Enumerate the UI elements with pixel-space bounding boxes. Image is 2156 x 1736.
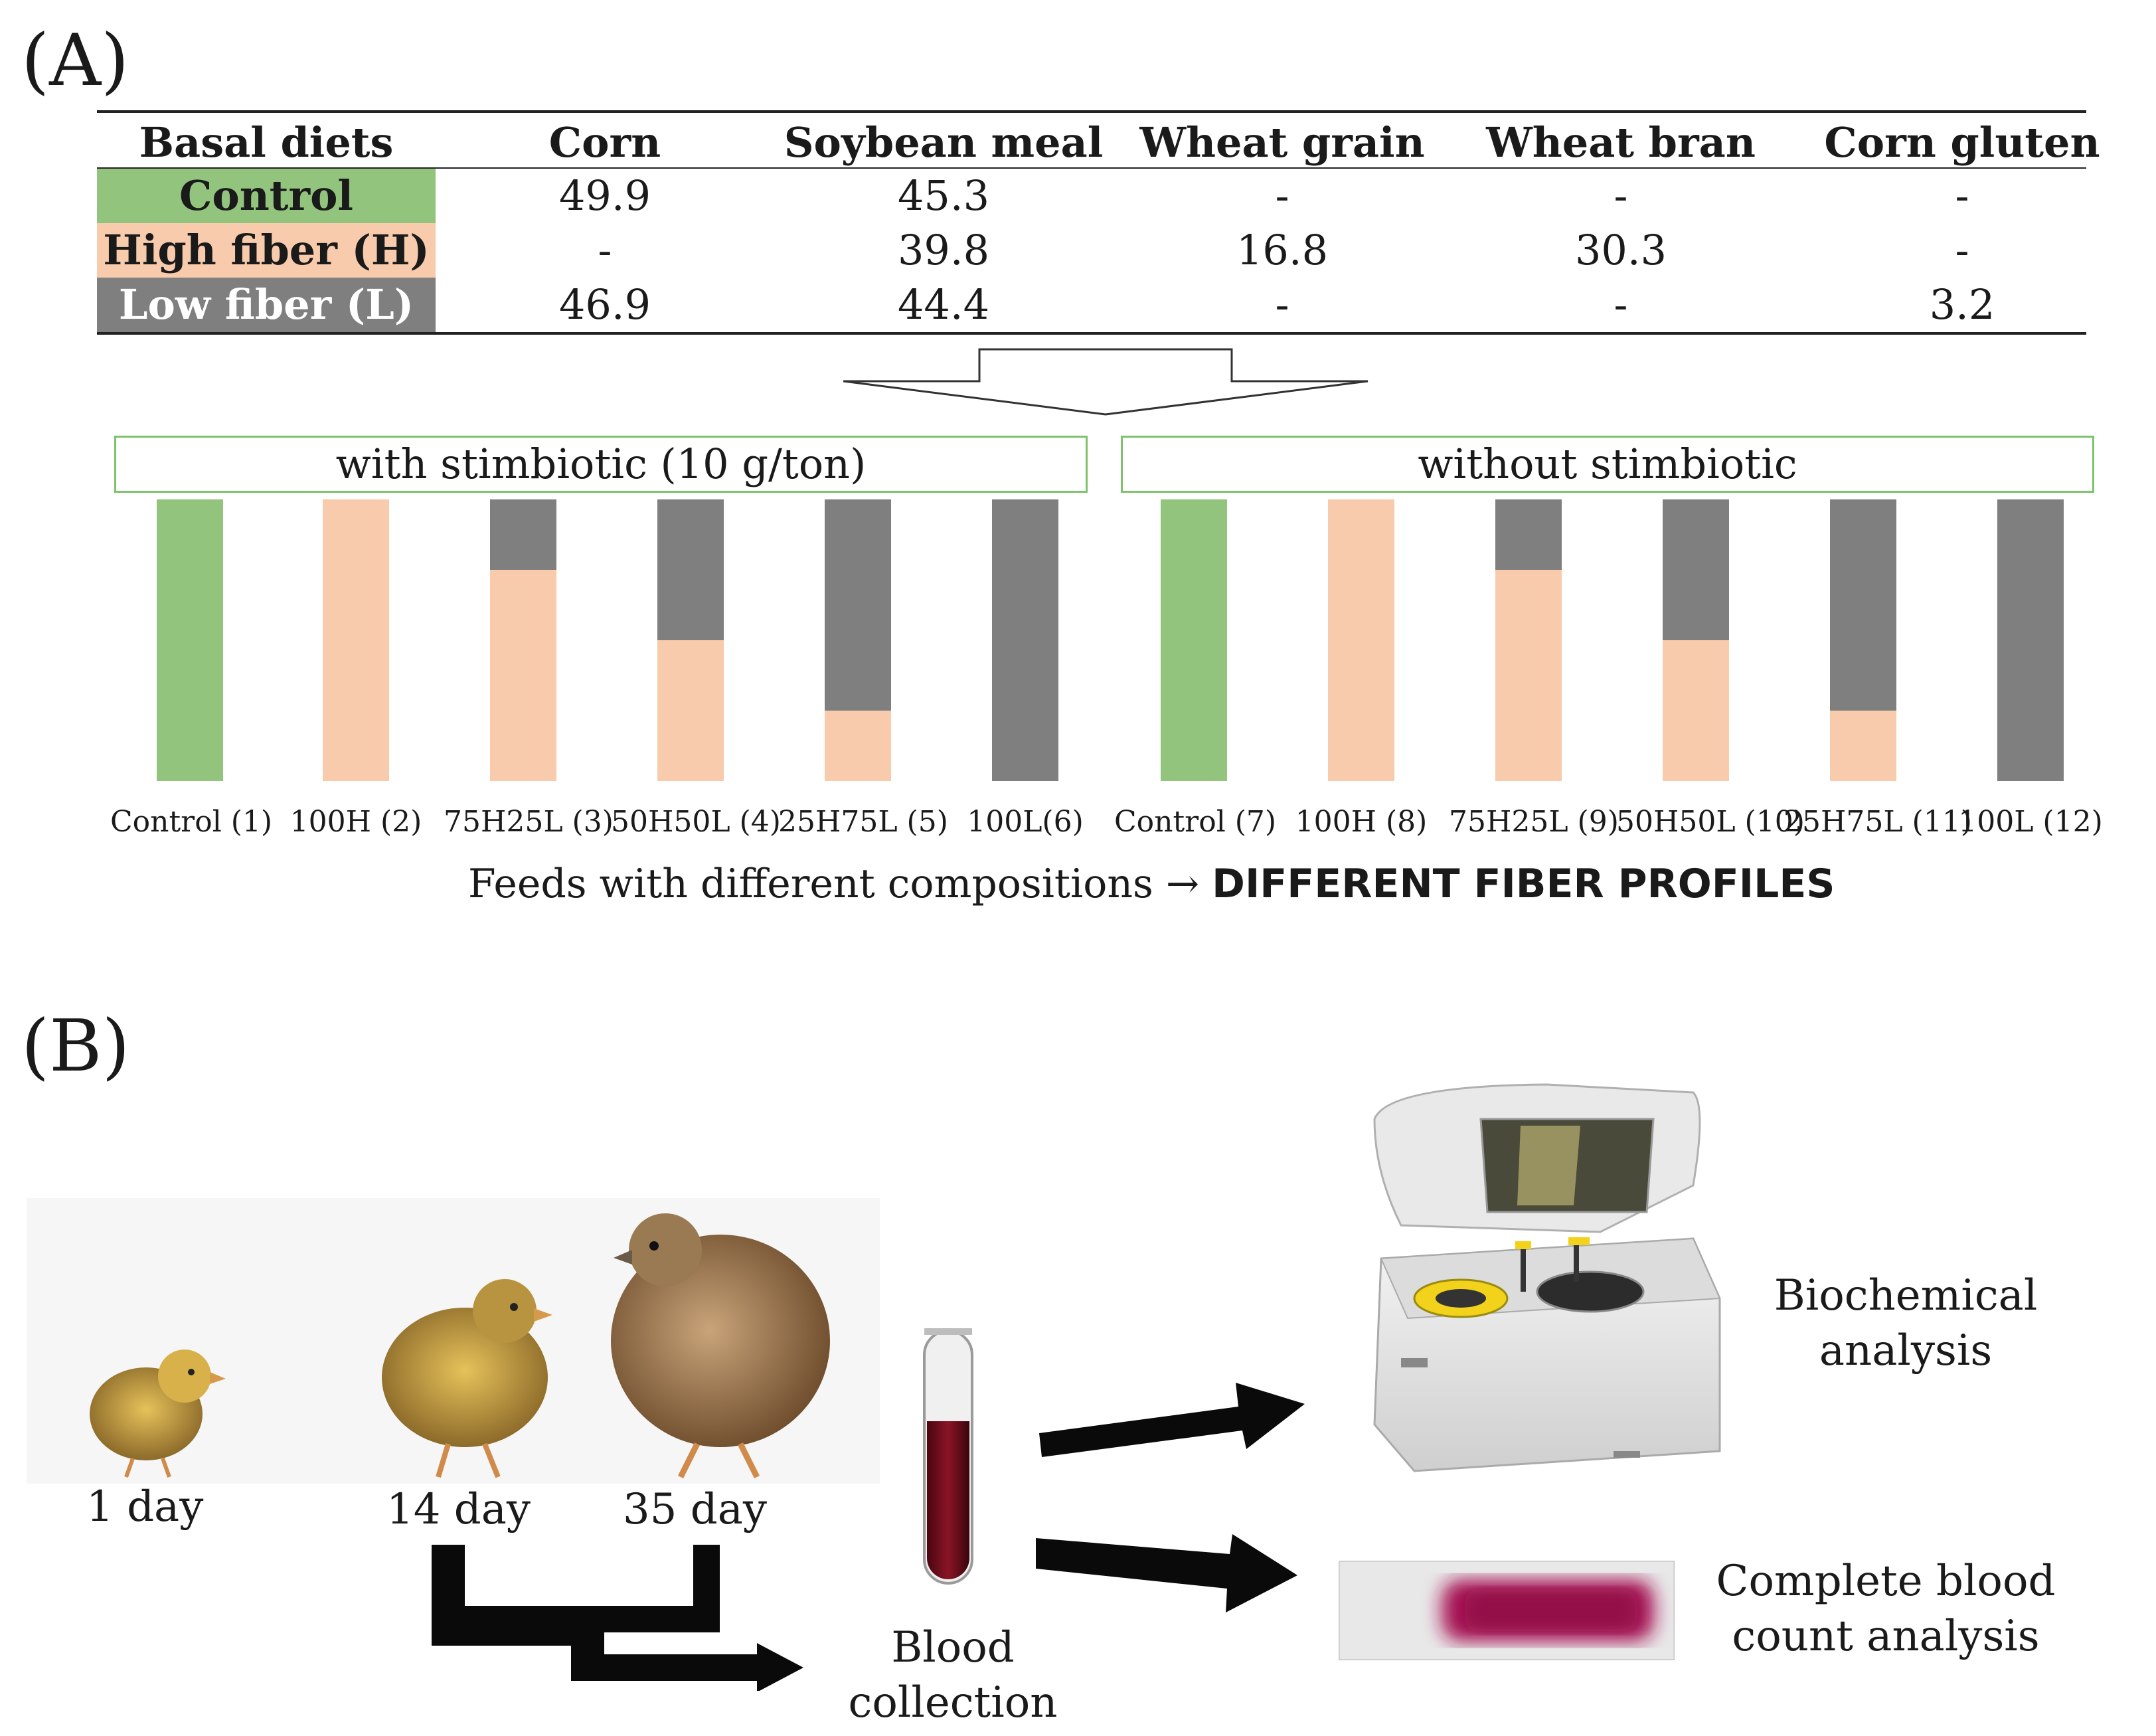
category-label: 100H (2) [290,805,422,839]
category-label: 50H50L (4) [611,805,781,839]
panel-b-label: (B) [21,1005,130,1088]
table-cell: - [1275,171,1289,220]
chick-1-day-icon [90,1349,226,1478]
down-arrow-icon [843,348,1368,416]
table-header-basal-diets: Basal diets [139,118,394,167]
category-label: 25H75L (5) [778,805,948,839]
biochemical-line2: analysis [1819,1326,1993,1376]
bar-segment [1663,499,1729,640]
table-cell: 46.9 [558,280,651,329]
blood-tube-icon [923,1328,973,1585]
category-label: 50H50L (10) [1616,805,1805,839]
bar-segment [490,499,556,570]
table-cell: - [1275,280,1289,329]
blood-collection-label: Blood collection [830,1620,1076,1731]
category-label: 100H (8) [1295,805,1428,839]
table-cell: 39.8 [897,226,990,274]
bar-segment [1328,499,1394,781]
bar-segment [657,499,724,640]
table-header-soybean-meal: Soybean meal [784,118,1104,167]
category-label: 75H25L (3) [444,805,614,839]
table-header-wheat-bran: Wheat bran [1486,118,1756,167]
bar-segment [157,499,223,781]
blood-collection-line2: collection [848,1678,1058,1728]
bar-segment [1495,570,1562,781]
fiber-profile-caption: Feeds with different compositions → DIFF… [468,861,1835,907]
group-without-stimbiotic: without stimbiotic [1121,436,2094,493]
row-label-control: Control [97,169,436,223]
table-cell: - [598,226,612,274]
bar-segment [1495,499,1562,570]
bar-segment [1161,499,1227,781]
table-top-rule [97,110,2086,113]
cbc-line1: Complete blood [1716,1557,2056,1606]
table-cell: - [1614,171,1628,220]
row-label-high-fiber: High fiber (H) [97,223,436,278]
table-header-wheat-grain: Wheat grain [1139,118,1425,167]
category-label: 25H75L (11) [1783,805,1972,839]
table-header-corn: Corn [548,118,661,167]
table-cell: - [1955,171,1969,220]
category-label: 100L(6) [967,805,1084,839]
arrow-to-cbc-icon [1036,1534,1297,1612]
table-cell: - [1614,280,1628,329]
category-label: Control (1) [110,805,273,839]
blood-collection-line1: Blood [891,1623,1015,1672]
table-cell: 44.4 [897,280,990,329]
caption-text: Feeds with different compositions → [468,861,1212,907]
panel-a-label: (A) [21,19,129,102]
caption-bold-text: DIFFERENT FIBER PROFILES [1212,861,1835,907]
row-label-low-fiber: Low fiber (L) [97,278,436,332]
sampling-bracket-arrow-icon [432,1545,803,1691]
bar-segment [657,640,724,781]
table-cell: 30.3 [1574,226,1667,274]
biochemical-analysis-label: Biochemical analysis [1753,1268,2058,1379]
biochemical-analyzer-image [1373,1083,1721,1472]
table-header-rule [97,167,2086,169]
group-with-stimbiotic: with stimbiotic (10 g/ton) [114,436,1088,493]
day-label-1: 1 day [86,1482,204,1531]
table-cell: 45.3 [897,171,990,220]
table-cell: 3.2 [1929,280,1995,329]
bar-segment [1830,711,1896,781]
blood-smear-slide-image [1339,1561,1675,1660]
bar-segment [323,499,389,781]
bar-segment [1997,499,2064,781]
quail-growth-image [27,1198,880,1484]
biochemical-line1: Biochemical [1774,1271,2038,1320]
arrow-to-biochemical-icon [1039,1383,1305,1457]
category-label: Control (7) [1114,805,1277,839]
bar-segment [825,711,891,781]
bar-segment [490,570,556,781]
category-label: 100L (12) [1958,805,2103,839]
category-label: 75H25L (9) [1449,805,1619,839]
table-cell: 49.9 [558,171,651,220]
table-header-corn-gluten: Corn gluten [1824,118,2100,167]
bar-segment [825,499,891,711]
bar-segment [1830,499,1896,711]
quail-35-day-icon [611,1213,830,1479]
table-cell: 16.8 [1236,226,1329,274]
bar-segment [1663,640,1729,781]
cbc-line2: count analysis [1732,1612,2040,1662]
table-bottom-rule [97,332,2086,335]
cbc-analysis-label: Complete blood count analysis [1700,1554,2072,1664]
day-label-35: 35 day [623,1485,768,1534]
bar-segment [992,499,1058,781]
table-cell: - [1955,226,1969,274]
quail-14-day-icon [382,1279,552,1478]
day-label-14: 14 day [386,1485,531,1534]
